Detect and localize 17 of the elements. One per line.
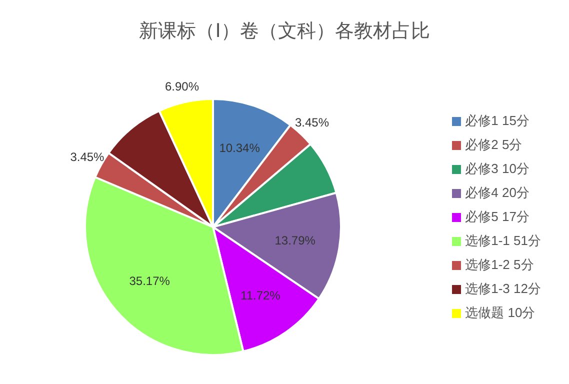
legend-label: 选修1-3 12分 (465, 281, 541, 296)
legend-label: 必修2 5分 (465, 137, 522, 152)
legend-label: 选做题 10分 (465, 305, 536, 320)
data-label: 6.90% (165, 79, 200, 94)
data-label: 3.45% (70, 150, 105, 164)
legend-label: 选修1-2 5分 (465, 257, 534, 272)
data-label: 35.17% (129, 274, 170, 288)
data-label: 11.72% (240, 288, 281, 302)
data-label: 10.34% (219, 141, 260, 156)
legend-label: 必修5 17分 (465, 209, 530, 224)
chart-title: 新课标（Ⅰ）卷（文科）各教材占比 (138, 19, 431, 44)
data-label: 13.79% (274, 233, 316, 248)
legend-label: 必修3 10分 (465, 161, 530, 176)
legend-label: 选修1-1 51分 (465, 233, 541, 248)
legend-label: 必修4 20分 (465, 185, 530, 200)
data-label: 3.45% (294, 115, 330, 130)
legend-label: 必修1 15分 (465, 113, 530, 128)
